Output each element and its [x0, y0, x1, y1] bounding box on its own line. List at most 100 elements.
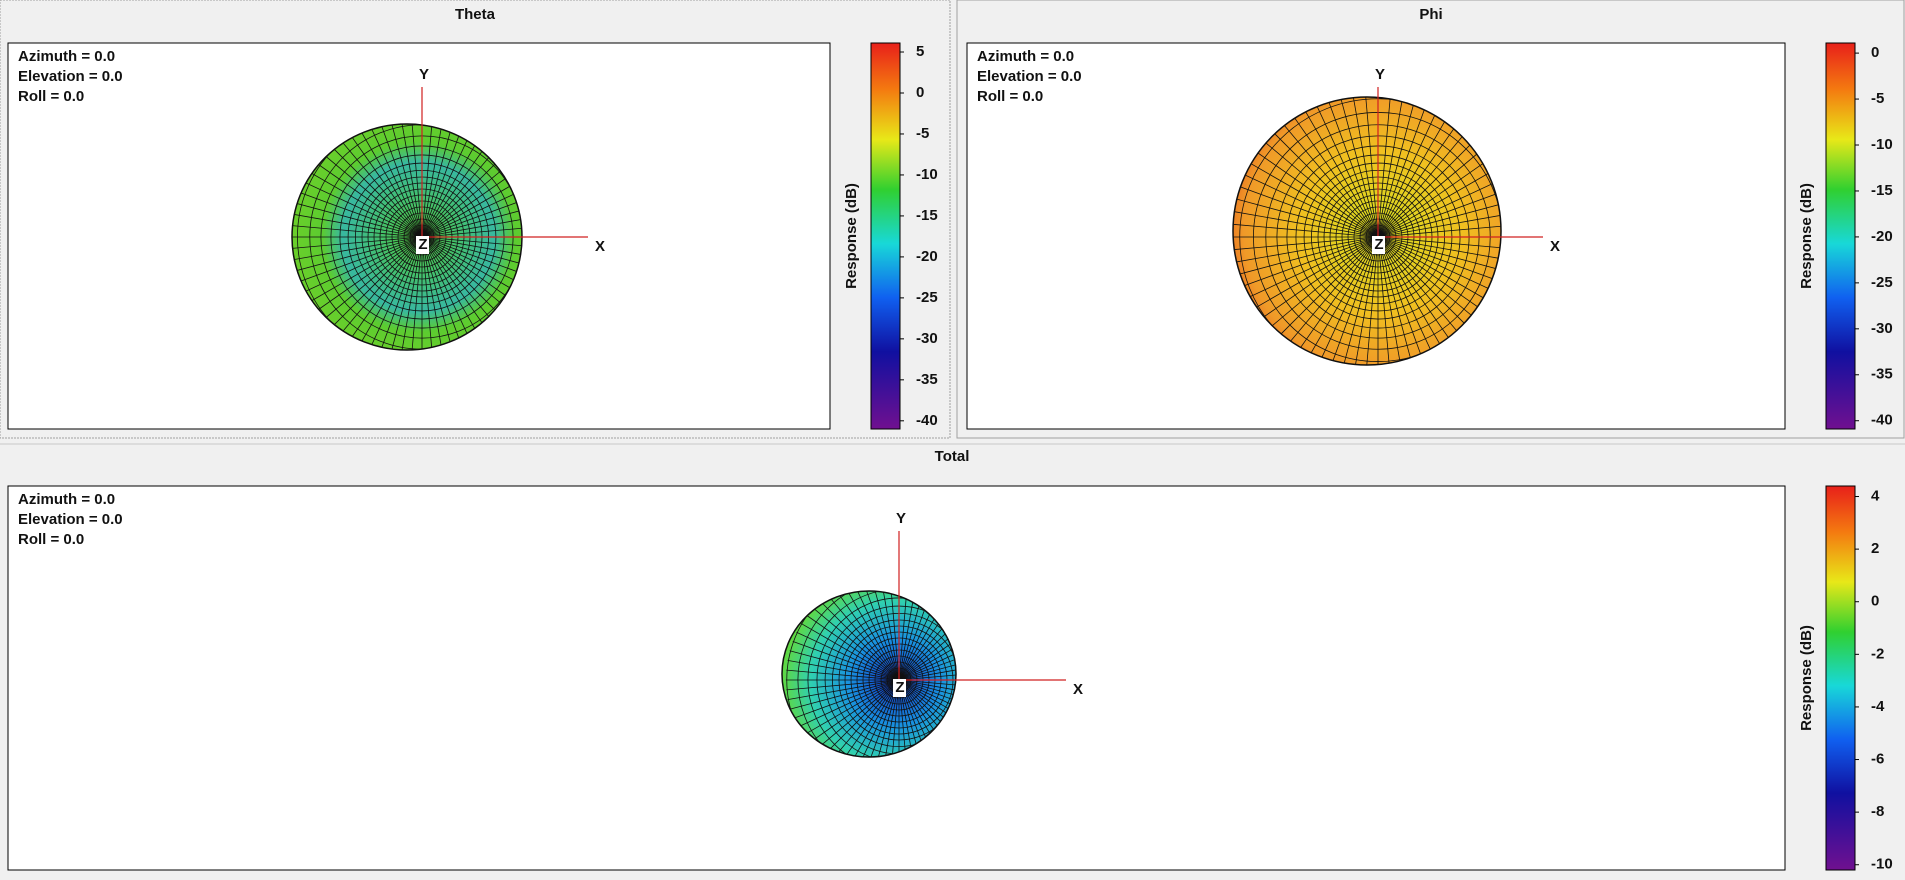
colorbar-tick-label: -20 [916, 248, 938, 265]
mesh-spoke [1332, 97, 1379, 238]
colorbar-tick-label: -5 [1871, 90, 1884, 107]
mesh-spoke [1347, 97, 1379, 238]
mesh-spoke [1377, 236, 1501, 253]
colorbar [870, 42, 901, 430]
colorbar-tick-label: -25 [1871, 274, 1893, 291]
colorbar-tick-label: -10 [1871, 856, 1893, 873]
mesh-spoke [1362, 236, 1379, 365]
mesh-spoke [421, 223, 522, 238]
mesh-spoke [898, 599, 956, 681]
mesh-spoke [888, 679, 900, 757]
mesh-spoke [292, 236, 423, 277]
colorbar-tick-label: -30 [1871, 320, 1893, 337]
mesh-spoke [421, 210, 522, 238]
axis-label-x: X [595, 238, 605, 255]
view-info: Roll = 0.0 [977, 88, 1043, 105]
colorbar-tick-label: -20 [1871, 228, 1893, 245]
axis-label-y: Y [419, 66, 429, 83]
mesh-spoke [421, 236, 522, 264]
mesh-spoke [789, 679, 900, 710]
mesh-spoke [292, 236, 423, 289]
colorbar-tick-label: -10 [916, 166, 938, 183]
mesh-spoke [421, 124, 436, 238]
mesh-spoke [292, 236, 423, 301]
mesh-spoke [792, 640, 900, 681]
panel-title: Phi [1419, 6, 1442, 23]
colorbar-tick-label: -4 [1871, 698, 1885, 715]
view-info: Roll = 0.0 [18, 531, 84, 548]
mesh-spoke [898, 591, 929, 681]
mesh-spoke [1254, 113, 1379, 238]
mesh-spoke [292, 197, 423, 238]
colorbar-tick-label: 0 [1871, 44, 1879, 61]
mesh-spoke [1377, 236, 1501, 297]
z-label-box [893, 679, 906, 697]
mesh-spoke [787, 679, 900, 701]
mesh-spoke [299, 236, 423, 324]
view-info: Elevation = 0.0 [977, 68, 1082, 85]
mesh-spoke [898, 679, 956, 757]
mesh-spoke [421, 236, 522, 301]
mesh-spoke [421, 236, 522, 289]
mesh-spoke [806, 679, 900, 746]
mesh-spoke [1332, 236, 1379, 365]
colorbar-label: Response (dB) [843, 183, 860, 289]
plot-area [7, 485, 1786, 871]
view-info: Roll = 0.0 [18, 88, 84, 105]
mesh-spoke [1235, 136, 1379, 238]
mesh-spoke [898, 679, 956, 746]
mesh-spoke [898, 659, 956, 681]
mesh-spoke [292, 236, 423, 313]
mesh-spoke [1304, 236, 1379, 365]
mesh-spoke [370, 236, 423, 350]
colorbar-tick-label: -8 [1871, 803, 1884, 820]
z-label-box [416, 236, 429, 254]
mesh-spoke [833, 679, 900, 757]
mesh-spoke [898, 669, 956, 681]
colorbar-tick-label: -5 [916, 125, 929, 142]
colorbar-label: Response (dB) [1798, 183, 1815, 289]
colorbar-tick-label: 5 [916, 43, 924, 60]
mesh-spoke [382, 124, 423, 238]
mesh-spoke [898, 591, 920, 681]
colorbar-tick-label: -10 [1871, 136, 1893, 153]
mesh-spoke [806, 614, 900, 681]
mesh-spoke [878, 679, 900, 757]
mesh-spoke [292, 223, 423, 238]
colorbar-tick-label: -6 [1871, 751, 1884, 768]
mesh-spoke [789, 650, 900, 681]
mesh-spoke [792, 679, 900, 720]
mesh-spoke [1377, 236, 1394, 365]
mesh-spoke [299, 150, 423, 238]
mesh-spoke [421, 236, 449, 350]
mesh-spoke [898, 679, 956, 757]
mesh-spoke [898, 614, 956, 681]
mesh-spoke [1377, 177, 1501, 238]
mesh-spoke [898, 679, 956, 754]
colorbar-tick-label: -35 [1871, 366, 1893, 383]
mesh-spoke [1377, 163, 1501, 238]
mesh-spoke [898, 650, 956, 681]
mesh-spoke [307, 140, 423, 238]
mesh-spoke [1265, 103, 1379, 238]
mesh-spoke [421, 236, 522, 313]
mesh-spoke [898, 631, 956, 681]
mesh-spoke [408, 236, 423, 350]
view-info: Azimuth = 0.0 [18, 48, 115, 65]
mesh-spoke [421, 197, 522, 238]
mesh-spoke [869, 679, 900, 757]
colorbar-label: Response (dB) [1798, 625, 1815, 731]
mesh-spoke [898, 593, 956, 681]
axis-label-y: Y [1375, 66, 1385, 83]
mesh-spoke [1377, 236, 1452, 365]
mesh-spoke [292, 161, 423, 238]
mesh-spoke [292, 236, 423, 264]
colorbar-tick-label: 0 [1871, 593, 1879, 610]
mesh-spoke [898, 679, 929, 757]
mesh-spoke [833, 591, 900, 681]
mesh-spoke [818, 599, 900, 681]
mesh-spoke [1377, 191, 1501, 238]
mesh-spoke [1377, 236, 1501, 283]
colorbar-tick-label: -15 [916, 207, 938, 224]
mesh-spoke [786, 669, 900, 681]
